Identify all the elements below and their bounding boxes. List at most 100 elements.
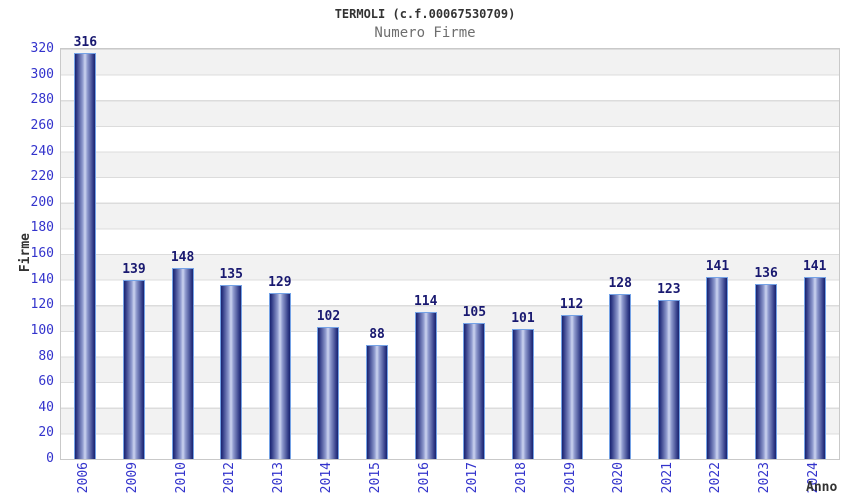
bar — [220, 285, 243, 459]
x-axis-title: Anno — [806, 480, 838, 495]
bar-value-label: 114 — [413, 293, 438, 309]
y-axis-tick: 100 — [30, 322, 54, 338]
bar-slot: 129 — [256, 49, 305, 459]
x-axis-tick: 2014 — [303, 462, 352, 498]
x-axis-tick: 2006 — [60, 462, 109, 498]
bar — [803, 277, 826, 459]
x-axis-tick: 2022 — [692, 462, 741, 498]
bar-value-label: 129 — [268, 274, 292, 290]
bar-value-label: 101 — [511, 310, 535, 326]
x-axis-tick-label: 2010 — [173, 462, 189, 494]
x-axis-tick-label: 2015 — [368, 462, 384, 494]
y-axis-tick: 300 — [30, 66, 54, 82]
bar-slot: 123 — [645, 49, 694, 459]
y-axis-tick: 320 — [30, 41, 54, 56]
bar-slot: 135 — [207, 49, 256, 459]
x-axis-tick-label: 2022 — [708, 462, 724, 494]
plot-area: 316 139 148 135 129 102 88 114 105 101 112 128 123 14… — [60, 35, 840, 460]
x-axis-tick-label: 2020 — [611, 462, 627, 494]
y-axis-tick: 140 — [30, 271, 54, 287]
bar-slot: 112 — [547, 49, 596, 459]
x-axis-tick-label: 2016 — [416, 462, 432, 494]
bar-slot: 88 — [353, 49, 402, 459]
bar-slot: 136 — [742, 49, 791, 459]
bar-value-label: 123 — [657, 282, 681, 298]
chart-title: TERMOLI (c.f.00067530709) — [334, 7, 516, 21]
bar-value-label: 316 — [73, 35, 98, 51]
y-axis-tick: 220 — [30, 169, 54, 185]
bar — [366, 345, 389, 459]
bar-value-label: 141 — [705, 259, 730, 275]
bar-slot: 128 — [596, 49, 645, 459]
x-axis-tick-label: 2013 — [270, 462, 286, 494]
x-axis-tick: 2023 — [741, 462, 790, 498]
bar-slot: 141 — [790, 49, 839, 459]
x-axis-tick: 2010 — [157, 462, 206, 498]
y-axis-tick: 40 — [38, 399, 54, 415]
y-axis-tick: 180 — [30, 220, 54, 236]
bar-value-label: 105 — [462, 305, 487, 321]
bar — [511, 328, 534, 459]
y-axis-ticks: 0 20 40 60 80 100 120 140 160 180 200 220 240 260 280 3… — [0, 41, 54, 466]
y-axis-tick: 200 — [30, 194, 54, 210]
x-axis-tick-label: 2009 — [124, 462, 140, 494]
bar — [657, 300, 680, 459]
bar-slot: 141 — [693, 49, 742, 459]
x-axis-tick-label: 2017 — [465, 462, 481, 494]
bar — [755, 283, 778, 459]
y-axis-tick: 60 — [38, 374, 54, 390]
x-axis-tick-label: 2006 — [76, 462, 92, 494]
x-axis-tick: 2020 — [595, 462, 644, 498]
chart-subtitle: Numero Firme — [374, 25, 476, 41]
y-axis-tick: 80 — [38, 348, 54, 364]
x-axis-tick: 2012 — [206, 462, 255, 498]
bar-value-label: 88 — [369, 327, 385, 343]
x-axis-tick: 2021 — [644, 462, 693, 498]
bar — [463, 323, 486, 459]
bar-slot: 114 — [401, 49, 450, 459]
bar-value-label: 139 — [122, 261, 146, 277]
x-axis-tick-label: 2014 — [319, 462, 335, 494]
x-axis-tick-label: 2023 — [757, 462, 773, 494]
bar — [122, 279, 145, 459]
bar — [706, 277, 729, 459]
x-axis-tick: 2013 — [255, 462, 304, 498]
x-axis-tick-label: 2012 — [222, 462, 238, 494]
bar-value-label: 112 — [559, 296, 584, 312]
x-axis-tick: 2015 — [352, 462, 401, 498]
y-axis-tick: 20 — [38, 425, 54, 441]
y-axis-tick: 160 — [30, 246, 54, 261]
x-axis-tick-label: 2021 — [659, 462, 675, 494]
x-axis-tick-label: 2018 — [513, 462, 529, 494]
y-axis-tick: 120 — [30, 297, 54, 313]
y-axis-tick: 240 — [30, 143, 54, 159]
bar-slot: 105 — [450, 49, 499, 459]
bar-value-label: 135 — [219, 267, 243, 283]
x-axis-tick: 2017 — [449, 462, 498, 498]
bar-slot: 102 — [304, 49, 353, 459]
bar-slot: 101 — [499, 49, 548, 459]
x-axis-tick-label: 2019 — [562, 462, 578, 494]
bar-value-label: 102 — [316, 309, 341, 325]
bar — [414, 311, 437, 459]
bar-value-label: 128 — [608, 276, 632, 291]
bar-value-label: 136 — [754, 265, 778, 281]
y-axis-tick: 280 — [30, 92, 54, 108]
bar-value-label: 141 — [802, 259, 827, 275]
bar — [609, 294, 632, 459]
x-axis-tick: 2019 — [546, 462, 595, 498]
bar-slot: 316 — [61, 35, 110, 459]
bar-value-label: 148 — [170, 250, 195, 266]
bar — [317, 327, 340, 459]
y-axis-tick: 260 — [30, 117, 54, 133]
bar-slot: 148 — [158, 49, 207, 459]
bar — [560, 314, 583, 459]
x-axis-tick: 2016 — [400, 462, 449, 498]
bar — [268, 292, 291, 459]
x-axis-tick: 2018 — [498, 462, 547, 498]
bar — [171, 268, 194, 459]
x-axis-tick: 2009 — [109, 462, 158, 498]
y-axis-tick: 0 — [46, 451, 54, 466]
bar — [74, 53, 97, 459]
